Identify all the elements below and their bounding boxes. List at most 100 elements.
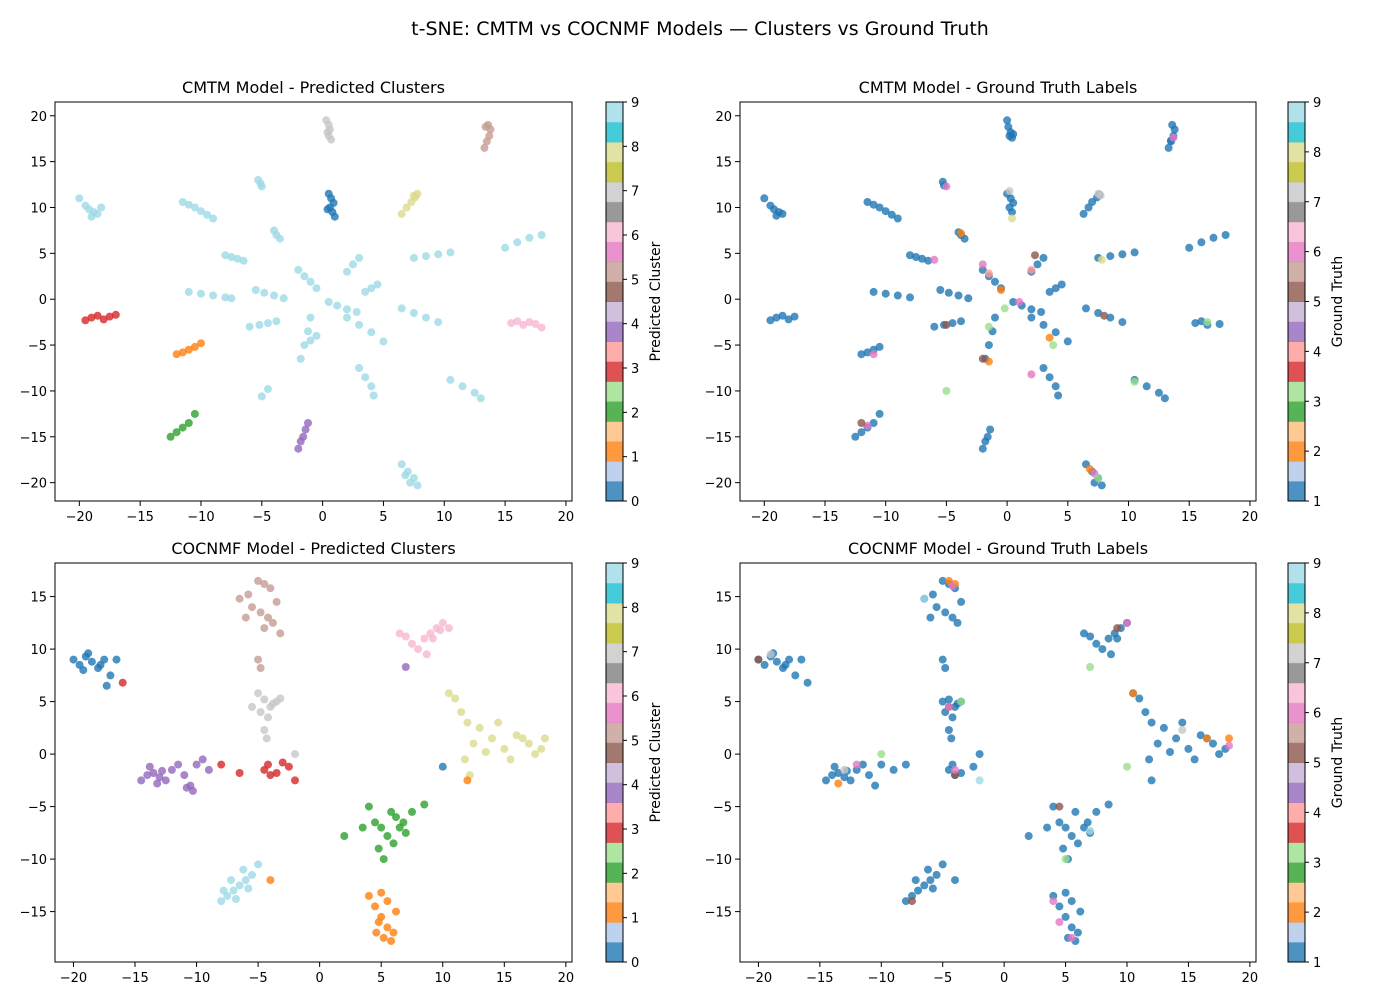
data-point — [875, 409, 884, 418]
data-point — [184, 287, 193, 296]
colorbar-segment — [1288, 582, 1305, 604]
data-point — [485, 131, 494, 140]
data-point — [1178, 726, 1187, 734]
data-point — [374, 918, 383, 927]
data-point — [408, 639, 416, 648]
data-point — [941, 608, 950, 617]
data-point — [978, 444, 987, 453]
data-point — [951, 765, 959, 774]
data-point — [438, 762, 447, 771]
x-tick-label: 10 — [434, 971, 451, 986]
data-point — [986, 425, 995, 434]
data-point — [828, 771, 837, 780]
data-point — [379, 855, 388, 864]
x-tick-label: 20 — [1242, 510, 1259, 525]
data-point — [217, 760, 226, 769]
y-tick-label: 10 — [30, 201, 47, 216]
y-tick-label: 20 — [715, 110, 732, 125]
data-point — [231, 895, 240, 903]
data-point — [301, 425, 310, 434]
colorbar-segment — [606, 181, 623, 203]
colorbar-segment — [606, 381, 623, 402]
data-point — [420, 634, 429, 643]
colorbar-segment — [1288, 702, 1305, 724]
data-point — [272, 597, 281, 606]
data-point — [1067, 933, 1076, 942]
scatter-points — [75, 116, 546, 490]
data-point — [984, 322, 993, 331]
data-point — [1005, 187, 1014, 195]
data-point — [379, 337, 388, 346]
data-point — [355, 320, 364, 329]
colorbar-label: Predicted Cluster — [648, 702, 664, 822]
data-point — [241, 876, 250, 885]
data-point — [525, 318, 534, 327]
data-point — [889, 765, 898, 774]
data-point — [846, 776, 855, 785]
data-point — [930, 322, 939, 331]
data-point — [1160, 394, 1169, 403]
data-point — [932, 870, 941, 879]
data-point — [926, 613, 935, 622]
colorbar-segment — [606, 301, 623, 322]
data-point — [531, 320, 540, 328]
colorbar-label: Ground Truth — [1330, 717, 1346, 808]
data-point — [161, 776, 170, 785]
data-point — [840, 773, 849, 782]
colorbar-segment — [1288, 622, 1305, 644]
x-tick-label: 0 — [1003, 510, 1011, 525]
colorbar-segment — [1288, 381, 1305, 402]
colorbar-segment — [606, 762, 623, 783]
data-point — [401, 471, 410, 480]
data-point — [920, 881, 929, 890]
data-point — [1051, 328, 1060, 337]
colorbar-segment — [1288, 441, 1305, 462]
data-point — [1123, 618, 1131, 627]
data-point — [1037, 308, 1046, 316]
data-point — [772, 313, 781, 322]
colorbar-tick-label: 8 — [1313, 607, 1321, 622]
data-point — [248, 870, 256, 879]
data-point — [364, 891, 373, 900]
data-point — [96, 660, 105, 669]
data-point — [938, 697, 947, 706]
x-tick-label: −5 — [937, 510, 956, 525]
data-point — [1092, 639, 1101, 648]
data-point — [217, 897, 226, 906]
data-point — [1079, 209, 1088, 218]
data-point — [944, 702, 953, 711]
data-point — [881, 207, 890, 216]
data-point — [944, 726, 953, 734]
x-tick-label: −15 — [121, 971, 148, 986]
data-point — [367, 382, 376, 391]
data-point — [87, 313, 96, 322]
data-point — [984, 341, 993, 350]
data-point — [1082, 304, 1090, 313]
data-point — [942, 182, 951, 191]
data-point — [1097, 255, 1106, 264]
data-point — [1118, 318, 1127, 327]
colorbar-segment — [606, 722, 623, 744]
data-point — [397, 304, 406, 313]
colorbar-segment — [1288, 281, 1305, 302]
data-point — [184, 419, 193, 427]
colorbar-tick-label: 0 — [631, 495, 639, 510]
data-point — [1178, 718, 1187, 727]
data-point — [463, 718, 472, 727]
colorbar-segment — [1288, 361, 1305, 382]
x-tick-label: −20 — [745, 971, 772, 986]
data-point — [469, 739, 478, 748]
data-point — [1086, 632, 1095, 641]
data-point — [1098, 645, 1107, 654]
data-point — [951, 876, 959, 885]
data-point — [1100, 311, 1109, 320]
data-point — [300, 272, 309, 281]
colorbar-tick-label: 5 — [1313, 757, 1321, 772]
colorbar-segment — [1288, 401, 1305, 422]
data-point — [256, 608, 265, 617]
data-point — [1055, 818, 1064, 827]
colorbar-segment — [606, 682, 623, 704]
data-point — [343, 305, 351, 314]
data-point — [875, 342, 884, 351]
colorbar-tick-label: 0 — [631, 956, 639, 971]
